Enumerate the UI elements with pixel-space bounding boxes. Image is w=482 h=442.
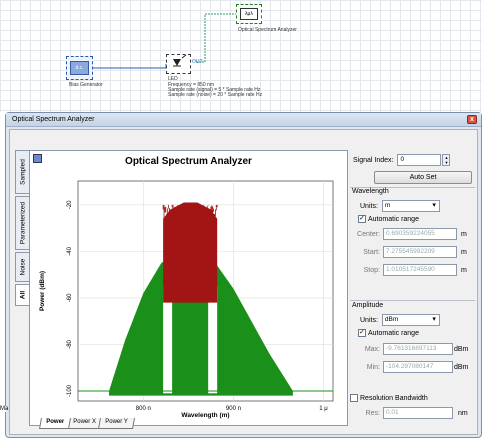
background-text: Ma — [0, 406, 9, 412]
x-tick-label: 1 μ — [319, 406, 328, 412]
tab-all-label: All — [19, 290, 26, 300]
red-spectrum-series — [163, 202, 218, 303]
stop-input[interactable]: 1.010517245590 — [383, 264, 457, 276]
spectrum-gap — [163, 286, 173, 394]
center-label: Center: — [357, 230, 380, 238]
wl-auto-range-checkbox[interactable]: ✓ — [358, 215, 366, 223]
tab-noise-label: Noise — [19, 258, 26, 276]
led-symbol — [173, 54, 187, 67]
red-noise-spikes — [162, 204, 218, 222]
window-titlebar[interactable]: Optical Spectrum Analyzer — [6, 113, 481, 127]
osa-screen: λμλ — [240, 8, 258, 20]
wl-units-select[interactable]: m — [381, 200, 440, 212]
amp-units-select[interactable]: dBm — [381, 314, 440, 326]
spectrum-gap — [208, 286, 218, 394]
amp-units-label: Units: — [360, 316, 378, 324]
res-bw-checkbox[interactable] — [350, 394, 358, 402]
y-tick-label: -100 — [67, 384, 73, 397]
bias-symbol: d.c. — [70, 61, 89, 75]
led-param-3: Sample rate (noise) = 20 * Sample rate H… — [168, 92, 263, 98]
wl-auto-range-label: Automatic range — [368, 215, 419, 223]
signal-index-input[interactable]: 0 — [397, 154, 442, 166]
amp-auto-range-checkbox[interactable]: ✓ — [358, 329, 366, 337]
amplitude-group-label: Amplitude — [352, 302, 384, 309]
tab-power-x-label: Power X — [73, 419, 96, 425]
signal-index-spinner[interactable]: ▲ ▼ — [442, 154, 451, 166]
res-label: Res: — [365, 409, 380, 417]
settings-panel: Signal Index: 0 ▲ ▼ Auto Set Wavelength U… — [350, 150, 475, 426]
osa-label: Optical Spectrum Analyzer — [238, 27, 297, 33]
min-unit: dBm — [454, 363, 469, 371]
wavelength-group-label: Wavelength — [352, 188, 389, 195]
led-param-2: Sample rate (signal) = 5 * Sample rate H… — [168, 87, 261, 93]
save-icon[interactable] — [33, 154, 42, 163]
tab-power-y-label: Power Y — [104, 419, 128, 425]
stop-unit: m — [461, 266, 467, 274]
close-button[interactable]: x — [467, 115, 477, 124]
res-bw-label: Resolution Bandwidth — [360, 394, 428, 402]
spectrum-chart: 800 n 900 n 1 μ -20 -40 -60 -80 -100 Wavelength … — [39, 180, 334, 419]
res-input[interactable]: 0.01 — [383, 407, 453, 419]
y-tick-label: -80 — [67, 339, 73, 348]
max-label: Max: — [364, 345, 380, 353]
osa-window[interactable]: Optical Spectrum Analyzer x Sampled Para… — [5, 112, 482, 438]
stop-label: Stop: — [363, 266, 380, 274]
max-input[interactable]: -9.761316897113 — [383, 343, 453, 355]
start-unit: m — [461, 248, 467, 256]
plot-area[interactable]: Optical Spectrum Analyzer 800 n 900 n 1 μ -… — [29, 150, 348, 426]
led-label: LED — [168, 76, 178, 82]
x-tick-label: 800 n — [136, 406, 151, 412]
signal-index-label: Signal Index: — [353, 156, 394, 164]
layout-canvas[interactable]: λμλ Optical Spectrum Analyzer d.c. Bias … — [0, 0, 482, 112]
plot-title: Optical Spectrum Analyzer — [125, 156, 252, 167]
tab-sampled[interactable]: Sampled — [15, 150, 29, 194]
tab-power[interactable]: Power — [39, 418, 71, 429]
bias-generator-icon[interactable]: d.c. — [66, 56, 93, 80]
x-tick-label: 900 n — [226, 406, 241, 412]
tab-noise[interactable]: Noise — [15, 252, 29, 282]
wl-units-label: Units: — [360, 202, 378, 210]
y-tick-label: -60 — [67, 293, 73, 302]
x-axis-label: Wavelength (m) — [181, 412, 229, 419]
tab-power-y[interactable]: Power Y — [97, 418, 135, 429]
led-param-1: Frequency = 850 nm — [168, 82, 214, 88]
tab-all[interactable]: All — [15, 284, 29, 306]
res-unit: nm — [458, 409, 468, 417]
center-input[interactable]: 0.690359224055 — [383, 228, 457, 240]
center-unit: m — [461, 230, 467, 238]
start-label: Start: — [363, 248, 380, 256]
connection-wires — [93, 13, 236, 69]
y-axis-label: Power (dBm) — [39, 271, 46, 311]
tab-power-label: Power — [46, 419, 65, 425]
max-unit: dBm — [454, 345, 469, 353]
osa-component-icon[interactable]: λμλ — [236, 4, 262, 24]
amp-auto-range-label: Automatic range — [368, 329, 419, 337]
tab-parameterized[interactable]: Parameterized — [15, 196, 29, 250]
window-title: Optical Spectrum Analyzer — [12, 116, 95, 123]
start-input[interactable]: 7.275545992209 — [383, 246, 457, 258]
y-tick-label: -40 — [67, 246, 73, 255]
bias-label: Bias Generator — [69, 82, 103, 88]
tab-sampled-label: Sampled — [19, 159, 26, 185]
min-input[interactable]: -104.297080147 — [383, 361, 453, 373]
min-label: Min: — [366, 363, 380, 371]
auto-set-button[interactable]: Auto Set — [374, 171, 472, 184]
green-spectrum-series — [109, 246, 293, 396]
tab-parameterized-label: Parameterized — [19, 201, 26, 245]
y-tick-label: -20 — [67, 200, 73, 209]
window-content: Sampled Parameterized Noise All Optical … — [9, 129, 478, 435]
bottom-tabs: Power Power X Power Y — [39, 418, 135, 429]
vertical-tabs: Sampled Parameterized Noise All — [15, 150, 29, 308]
